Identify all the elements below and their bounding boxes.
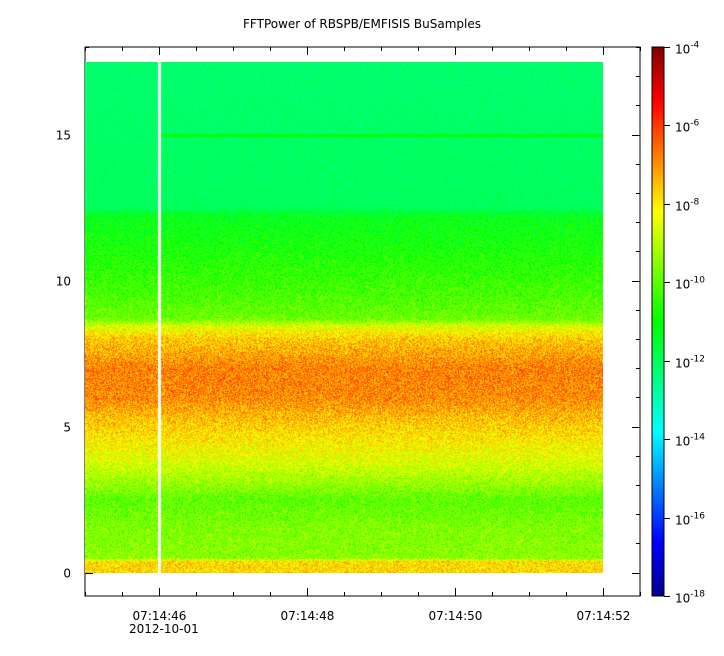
y-tick-label: 0	[63, 567, 71, 581]
colorbar-tick-base: 10	[675, 435, 690, 449]
y-tick-label: 10	[56, 275, 71, 289]
y-tick-label: 15	[56, 129, 71, 143]
colorbar-tick-base: 10	[675, 357, 690, 371]
colorbar-tick-base: 10	[675, 278, 690, 292]
x-tick-label: 07:14:48	[281, 609, 335, 623]
colorbar-tick-label: 10-6	[675, 119, 700, 135]
colorbar-tick-label: 10-14	[675, 433, 705, 449]
colorbar-tick-exponent: -12	[690, 355, 705, 365]
colorbar-tick-exponent: -16	[690, 512, 705, 522]
y-tick-label: 5	[63, 421, 71, 435]
colorbar-tick-exponent: -14	[690, 433, 705, 443]
x-tick-label: 07:14:50	[429, 609, 483, 623]
colorbar-tick-exponent: -8	[690, 198, 699, 208]
colorbar-tick-label: 10-8	[675, 198, 700, 214]
colorbar-tick-label: 10-16	[675, 512, 705, 528]
colorbar-tick-base: 10	[675, 592, 690, 606]
colorbar-tick-label: 10-4	[675, 41, 700, 57]
spectrogram-image	[85, 62, 603, 573]
x-tick-label: 07:14:52	[577, 609, 631, 623]
colorbar-tick-base: 10	[675, 514, 690, 528]
colorbar-tick-base: 10	[675, 43, 690, 57]
x-date-label: 2012-10-01	[129, 622, 199, 636]
chart-title: FFTPower of RBSPB/EMFISIS BuSamples	[243, 17, 481, 31]
colorbar-tick-exponent: -4	[690, 41, 699, 51]
colorbar-tick-base: 10	[675, 121, 690, 135]
colorbar-tick-label: 10-12	[675, 355, 705, 371]
colorbar-tick-exponent: -6	[690, 119, 699, 129]
colorbar-tick-base: 10	[675, 200, 690, 214]
colorbar-tick-exponent: -10	[690, 276, 705, 286]
colorbar-tick-exponent: -18	[690, 590, 705, 600]
colorbar-tick-label: 10-10	[675, 276, 705, 292]
x-tick-label: 07:14:46	[133, 609, 187, 623]
colorbar-tick-label: 10-18	[675, 590, 705, 606]
colorbar	[651, 46, 665, 597]
